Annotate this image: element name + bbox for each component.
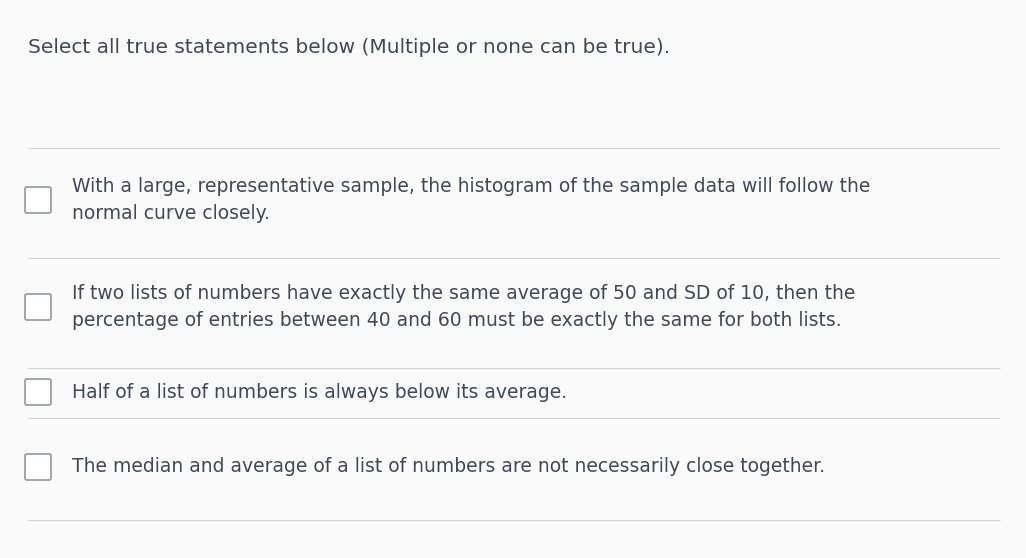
FancyBboxPatch shape bbox=[25, 454, 51, 480]
FancyBboxPatch shape bbox=[25, 379, 51, 405]
Text: The median and average of a list of numbers are not necessarily close together.: The median and average of a list of numb… bbox=[72, 458, 825, 477]
Text: Select all true statements below (Multiple or none can be true).: Select all true statements below (Multip… bbox=[28, 38, 670, 57]
FancyBboxPatch shape bbox=[25, 294, 51, 320]
Text: Half of a list of numbers is always below its average.: Half of a list of numbers is always belo… bbox=[72, 382, 567, 402]
Text: With a large, representative sample, the histogram of the sample data will follo: With a large, representative sample, the… bbox=[72, 177, 870, 223]
Text: If two lists of numbers have exactly the same average of 50 and SD of 10, then t: If two lists of numbers have exactly the… bbox=[72, 284, 856, 330]
FancyBboxPatch shape bbox=[25, 187, 51, 213]
